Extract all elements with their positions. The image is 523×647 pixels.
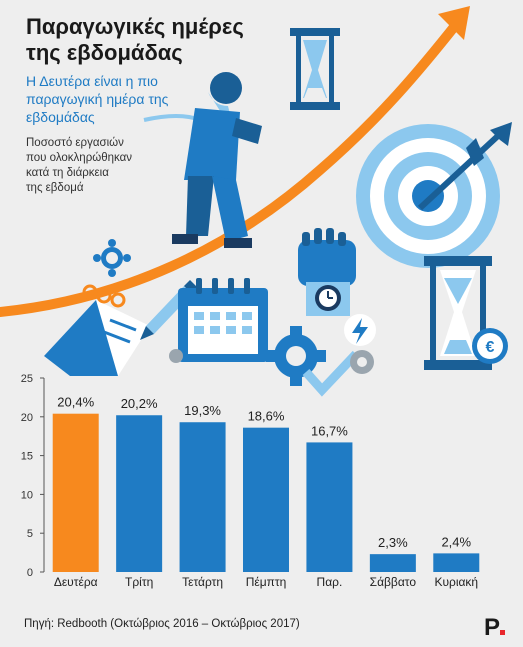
x-category-label: Πέμπτη [246, 575, 287, 589]
bar-chart: 0 5 10 15 20 25 20,4% Δευτέρα 20,2% Τρίτη 19,3% Τετ… [21, 373, 480, 589]
bar [243, 427, 289, 572]
logo-dot [500, 630, 505, 635]
bar-value-label: 2,4% [441, 534, 471, 549]
logo-letter: P [484, 614, 500, 639]
bar [369, 554, 416, 572]
y-tick-label: 20 [21, 412, 33, 424]
x-category-label: Τρίτη [125, 575, 153, 589]
euro-coin-icon: € [472, 328, 508, 364]
gear-gray-icon [350, 350, 374, 374]
euro-symbol: € [486, 339, 495, 356]
bar [306, 442, 353, 572]
runner-figure [143, 72, 262, 248]
x-category-label: Σάββατο [370, 575, 417, 589]
subtitle: Η Δευτέρα είναι η πιο παραγωγική ημέρα τ… [26, 72, 168, 126]
target-icon [356, 124, 500, 268]
title-line-1: Παραγωγικές ημέρες [26, 14, 244, 39]
description: Ποσοστό εργασιών που ολοκληρώθηκαν κατά … [26, 136, 132, 196]
bar-value-label: 2,3% [378, 535, 408, 550]
checkmark-icon [302, 350, 360, 397]
y-tick-label: 15 [21, 451, 33, 463]
subtitle-line-2: παραγωγική ημέρα της [26, 91, 169, 107]
y-tick-label: 25 [21, 373, 33, 385]
description-line-3: κατά τη διάρκεια [26, 167, 109, 179]
hourglass-right-icon [424, 256, 492, 370]
hourglass-icon [290, 28, 340, 110]
x-category-label: Παρ. [317, 575, 343, 589]
notepad-icon [44, 284, 150, 376]
description-line-4: της εβδομά [26, 182, 84, 194]
y-tick-label: 0 [27, 567, 33, 579]
watch-icon [298, 228, 356, 316]
growth-arrow-head [438, 6, 470, 40]
publisher-logo: P [484, 614, 505, 639]
bar-value-label: 20,4% [57, 395, 94, 410]
calendar-icon [178, 278, 268, 362]
bar [116, 415, 163, 572]
subtitle-line-3: εβδομάδας [26, 109, 95, 125]
subtitle-line-1: Η Δευτέρα είναι η πιο [26, 73, 158, 89]
bar-value-label: 20,2% [121, 396, 158, 411]
bar [52, 413, 99, 572]
bar-value-label: 18,6% [248, 409, 285, 424]
page-title: Παραγωγικές ημέρες της εβδομάδας [26, 14, 244, 66]
gear-small-gray-icon [169, 349, 183, 363]
bar-value-label: 19,3% [184, 403, 221, 418]
x-category-label: Δευτέρα [54, 575, 98, 589]
bar-value-label: 16,7% [311, 423, 348, 438]
bar [179, 422, 226, 572]
bar [433, 553, 480, 572]
description-line-2: που ολοκληρώθηκαν [26, 152, 133, 164]
x-category-label: Τετάρτη [182, 575, 223, 589]
gear-icon [93, 239, 131, 277]
y-tick-label: 5 [27, 528, 33, 540]
y-tick-label: 10 [21, 489, 33, 501]
lightning-icon [344, 314, 376, 346]
gear-large-icon [266, 326, 326, 386]
arrow-icon [417, 122, 512, 211]
x-category-label: Κυριακή [434, 575, 478, 589]
source-note: Πηγή: Redbooth (Οκτώβριος 2016 – Οκτώβρι… [24, 618, 300, 630]
title-line-2: της εβδομάδας [26, 40, 183, 65]
description-line-1: Ποσοστό εργασιών [26, 137, 124, 149]
